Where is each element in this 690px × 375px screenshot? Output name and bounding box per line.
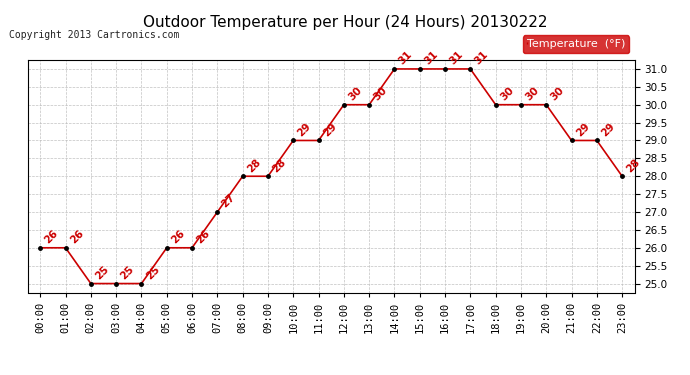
Text: 26: 26 — [169, 228, 186, 246]
Text: 28: 28 — [270, 157, 288, 174]
Text: 28: 28 — [245, 157, 262, 174]
Text: 31: 31 — [473, 50, 490, 67]
Text: 31: 31 — [397, 50, 414, 67]
Text: Outdoor Temperature per Hour (24 Hours) 20130222: Outdoor Temperature per Hour (24 Hours) … — [143, 15, 547, 30]
Text: 31: 31 — [422, 50, 440, 67]
Text: 30: 30 — [372, 85, 389, 103]
Text: 26: 26 — [195, 228, 212, 246]
Text: 30: 30 — [549, 85, 566, 103]
Text: 25: 25 — [144, 264, 161, 281]
Text: 29: 29 — [296, 121, 313, 138]
Text: 30: 30 — [524, 85, 541, 103]
Text: 25: 25 — [119, 264, 136, 281]
Text: 27: 27 — [220, 192, 237, 210]
Text: 28: 28 — [624, 157, 642, 174]
Text: 29: 29 — [574, 121, 591, 138]
Text: 30: 30 — [346, 85, 364, 103]
Text: 26: 26 — [43, 228, 60, 246]
Text: 30: 30 — [498, 85, 515, 103]
Text: 29: 29 — [600, 121, 617, 138]
Text: 26: 26 — [68, 228, 86, 246]
Legend: Temperature  (°F): Temperature (°F) — [523, 35, 629, 53]
Text: Copyright 2013 Cartronics.com: Copyright 2013 Cartronics.com — [10, 30, 180, 40]
Text: 29: 29 — [321, 121, 338, 138]
Text: 31: 31 — [448, 50, 465, 67]
Text: 25: 25 — [93, 264, 110, 281]
